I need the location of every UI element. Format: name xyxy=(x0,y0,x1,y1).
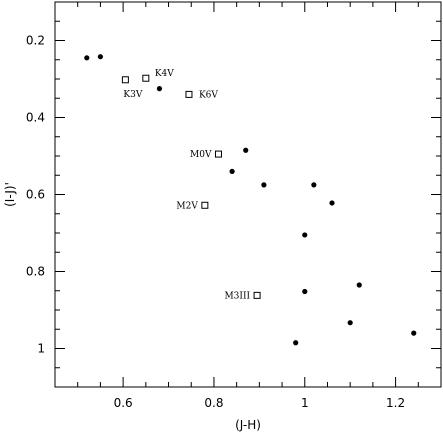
x-tick-label: 1.2 xyxy=(386,396,405,410)
y-tick-label: 1 xyxy=(37,342,45,356)
point-label: M3III xyxy=(224,291,250,301)
reference-star-marker xyxy=(185,90,193,98)
x-tick-label: 1 xyxy=(301,396,309,410)
axis-ticks xyxy=(54,2,442,388)
data-point-dot xyxy=(302,288,308,295)
data-point-dot xyxy=(329,200,335,206)
data-point-dot xyxy=(293,340,299,346)
data-point-dot xyxy=(311,182,317,188)
point-label: K6V xyxy=(199,90,218,100)
data-point-dot xyxy=(302,232,308,238)
x-tick-label: 0.8 xyxy=(204,396,223,410)
data-point-dot xyxy=(84,55,90,61)
point-label: K4V xyxy=(155,69,174,79)
plot-axes xyxy=(54,1,442,388)
x-axis-label: (J-H) xyxy=(235,418,261,432)
data-point-dot xyxy=(356,282,362,288)
data-points xyxy=(84,54,417,346)
reference-star-marker xyxy=(214,150,222,158)
reference-star-marker xyxy=(142,74,150,82)
y-tick-label: 0.8 xyxy=(26,265,45,279)
data-point-dot xyxy=(261,182,267,188)
point-label: M2V xyxy=(176,201,198,211)
reference-star-marker xyxy=(201,201,209,209)
data-point-dot xyxy=(411,330,417,336)
axis-tick-labels: 0.6 0.8 1 1.2 0.2 0.4 0.6 0.8 1 xyxy=(26,34,405,411)
plot-frame xyxy=(54,1,442,388)
data-point-dot xyxy=(97,54,104,60)
y-axis-label: (I-J)' xyxy=(3,182,17,207)
y-tick-label: 0.4 xyxy=(26,111,45,125)
data-point-dot xyxy=(156,86,163,92)
data-point-dot xyxy=(243,147,249,153)
point-label: K3V xyxy=(123,90,142,100)
point-label: M0V xyxy=(190,150,212,160)
y-tick-label: 0.6 xyxy=(26,188,45,202)
reference-star-marker xyxy=(121,76,129,84)
reference-star-marker xyxy=(253,291,261,299)
data-point-dot xyxy=(229,168,235,174)
data-point-dot xyxy=(347,320,353,326)
point-labels: K3V K4V K6V M0V M2V M3III xyxy=(123,69,250,301)
x-tick-label: 0.6 xyxy=(114,396,133,410)
y-tick-label: 0.2 xyxy=(26,34,45,48)
